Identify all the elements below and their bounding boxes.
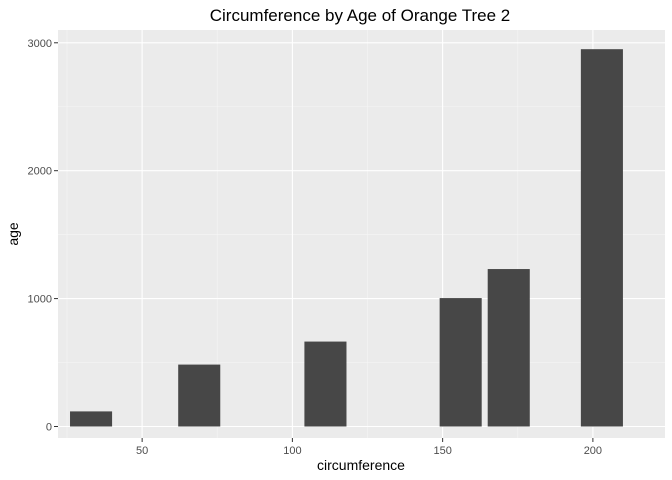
y-tick-label: 1000	[28, 294, 52, 306]
bar	[580, 49, 623, 427]
x-tick-label: 200	[584, 445, 602, 457]
bar	[304, 341, 347, 427]
x-axis-title: circumference	[317, 457, 405, 473]
x-axis: 50 100 150 200	[136, 438, 602, 457]
bar	[487, 269, 530, 427]
chart-title: Circumference by Age of Orange Tree 2	[210, 6, 511, 25]
x-tick-label: 100	[283, 445, 301, 457]
y-tick-label: 2000	[28, 166, 52, 178]
minor-gridlines	[58, 30, 665, 438]
bar	[70, 411, 113, 427]
x-tick-label: 150	[433, 445, 451, 457]
y-axis-title: age	[5, 222, 21, 246]
y-tick-label: 3000	[28, 38, 52, 50]
y-axis: 0 1000 2000 3000	[28, 38, 58, 433]
bar	[439, 298, 482, 427]
plot-panel	[58, 30, 665, 438]
x-tick-label: 50	[136, 445, 148, 457]
bars	[70, 49, 623, 427]
y-tick-label: 0	[46, 421, 52, 433]
bar	[178, 364, 221, 427]
